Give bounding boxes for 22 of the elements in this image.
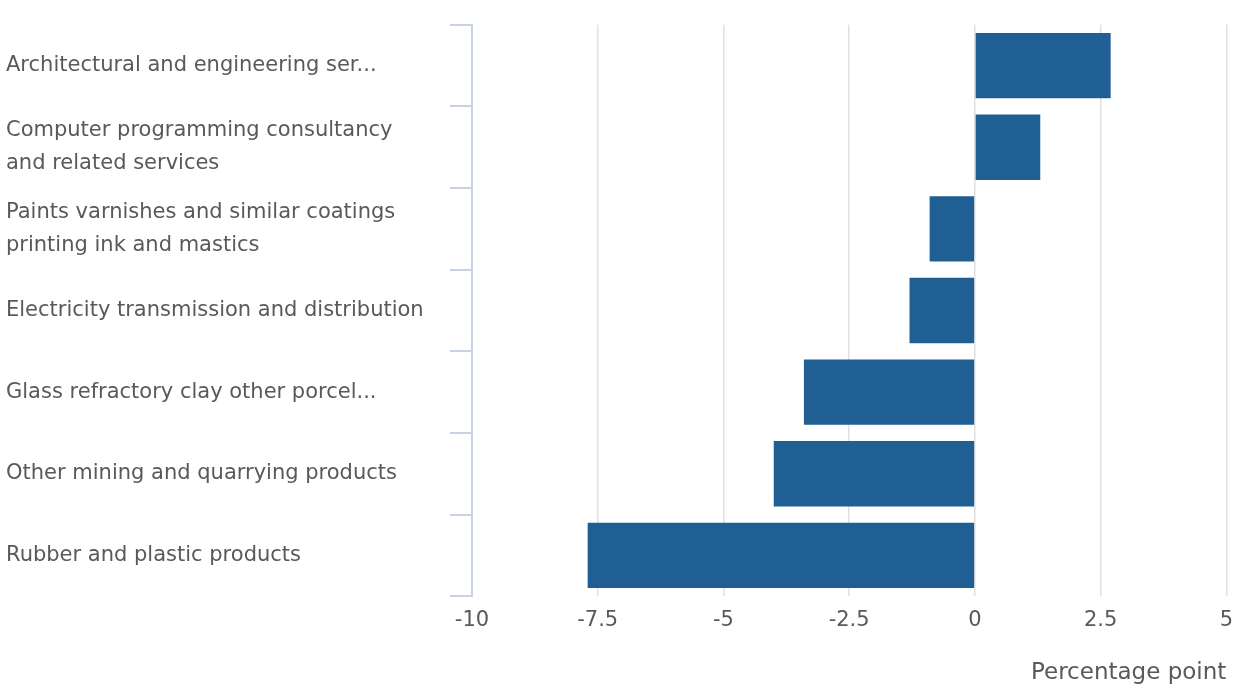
x-tick-label: -10 [454,607,490,632]
y-tick-label: Rubber and plastic products [6,541,302,566]
x-axis-title: Percentage point [1030,658,1227,685]
y-tick-label: Computer programming consultancy and related services [6,116,393,175]
bar [803,359,975,425]
bar [975,114,1041,180]
y-tick-label: Paints varnishes and similar coatings printing ink and mastics [6,198,396,257]
x-tick-label: 2.5 [1083,607,1118,632]
y-tick-label: Architectural and engineering ser... [6,52,377,77]
x-tick-label: 0 [968,607,982,632]
x-tick-label: -7.5 [577,607,619,632]
y-tick-label: Glass refractory clay other porcel... [6,378,377,403]
bar [929,196,975,262]
bar [909,277,975,344]
x-tick-label: -2.5 [828,607,870,632]
bar [587,522,975,589]
y-tick-label: Other mining and quarrying products [6,460,397,485]
bar [975,32,1111,99]
x-tick-label: -5 [712,607,734,632]
bar [773,441,975,507]
y-tick-label: Electricity transmission and distribution [6,296,424,321]
x-tick-label: 5 [1219,607,1234,632]
